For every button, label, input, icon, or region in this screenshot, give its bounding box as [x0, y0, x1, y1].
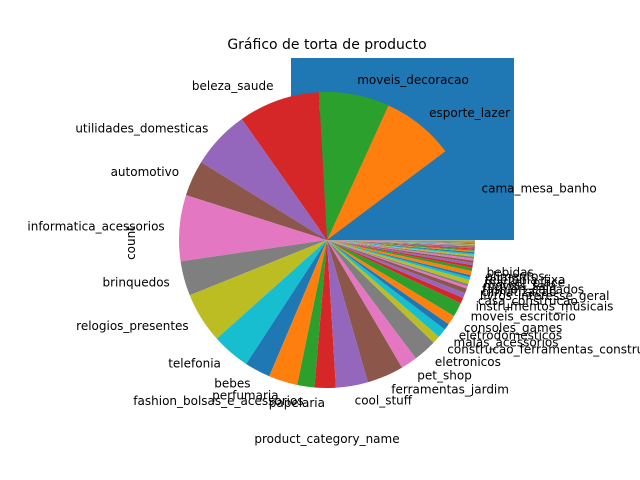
pie-slice — [327, 151, 475, 240]
pie-slice — [327, 240, 474, 266]
pie-slice — [297, 240, 327, 388]
pie-slice — [327, 240, 468, 289]
slice-label: bebes — [214, 377, 250, 391]
pie-slice — [327, 240, 473, 268]
pie-slice — [314, 240, 336, 388]
slice-label: esporte_lazer — [429, 106, 510, 120]
pie-slice — [327, 240, 461, 316]
slice-label: malas_acessorios — [454, 336, 559, 350]
pie-slice — [180, 240, 327, 296]
pie-slice — [241, 92, 327, 240]
pie-slice — [327, 240, 475, 247]
pie-slice — [327, 240, 475, 246]
slice-label: moveis_sala — [483, 279, 556, 293]
slice-label: livros_interesse_geral — [480, 289, 610, 303]
pie-slice — [327, 240, 475, 256]
pie-slice — [327, 240, 473, 271]
pie-slice — [327, 240, 475, 254]
pie-slice — [327, 240, 475, 242]
y-axis-label: count — [124, 226, 138, 260]
pie-slice — [327, 240, 439, 343]
slice-label: perfumaria — [212, 388, 278, 402]
pie-slice — [327, 240, 475, 248]
pie-slice — [327, 240, 475, 251]
pie-slice — [327, 240, 455, 325]
pie-slice — [216, 240, 327, 364]
pie-slice — [327, 240, 475, 243]
pie-slice — [185, 162, 327, 240]
slice-label: beleza_saude — [192, 79, 274, 93]
slice-label: construcao_ferramentas_construcao — [447, 343, 640, 357]
x-axis-label: product_category_name — [254, 432, 399, 446]
slice-label: instrumentos_musicais — [476, 300, 614, 314]
pie-slice — [201, 119, 327, 240]
pie-slice — [327, 240, 470, 285]
slice-label: brinquedos — [102, 276, 169, 290]
pie-slice — [318, 91, 389, 240]
slice-label: moveis_escritorio — [471, 310, 576, 324]
slice-labels: cama_mesa_banho esporte_lazer moveis_decor… — [27, 73, 640, 410]
pie-slice — [327, 240, 416, 368]
pie-slice — [327, 240, 476, 241]
slice-label: utilidades_domesticas — [75, 122, 208, 136]
pie-slice — [327, 240, 475, 245]
slice-label: fashion_calcados — [482, 283, 584, 297]
pie-slice — [327, 240, 449, 330]
slice-label: cool_stuff — [355, 393, 413, 407]
pie-slice — [327, 240, 475, 242]
pie-slice — [327, 240, 467, 294]
pie-slice — [327, 240, 475, 243]
slice-label: papelaria — [269, 396, 325, 410]
pie-slice — [327, 240, 471, 278]
slice-label: alimentos — [486, 269, 545, 283]
pie-slice — [327, 240, 475, 249]
slice-label: ferramentas_jardim — [391, 383, 509, 397]
slice-label: consoles_games — [464, 321, 562, 335]
pie-slice — [327, 240, 476, 241]
pie-slice — [327, 240, 475, 244]
slice-label: automotivo — [111, 165, 180, 179]
pie-slices — [179, 91, 476, 388]
chart-title: Gráfico de torta de producto — [227, 37, 426, 53]
pie-slice — [179, 195, 327, 262]
pie-slice — [327, 240, 476, 242]
slice-label: telefonia_fixa — [485, 273, 566, 287]
slice-label: fashion_bolsas_e_acessorios — [133, 394, 303, 408]
pie-slice — [327, 240, 475, 259]
slice-label: telefonia — [168, 357, 221, 371]
pie-slice — [327, 240, 475, 253]
pie-slice — [327, 240, 471, 280]
pie-slice — [327, 240, 475, 245]
pie-slice — [327, 240, 469, 287]
slice-label: moveis_decoracao — [357, 73, 469, 87]
pie-slice — [327, 240, 475, 244]
pie-slice — [269, 240, 327, 385]
pie-slice — [327, 240, 445, 337]
pie-slice — [327, 240, 472, 276]
slice-label: relogios_presentes — [76, 319, 189, 333]
slice-label: pet_shop — [417, 369, 472, 383]
slice-label: informatica_acessorios — [27, 220, 164, 234]
pie-slice — [246, 240, 327, 377]
pie-slice — [327, 240, 464, 304]
pie-slice — [327, 240, 474, 263]
slice-label: eletrodomesticos — [459, 329, 562, 343]
slice-label: market_place — [484, 276, 565, 290]
slice-label: bebidas — [487, 265, 534, 279]
pie-slice — [327, 240, 475, 250]
pie-slice — [327, 240, 466, 298]
pie-slice — [327, 240, 474, 261]
pie-slice — [327, 240, 403, 383]
pie-slice — [189, 240, 327, 339]
slice-label: casa_construcao — [478, 294, 578, 308]
slice-label: cama_mesa_banho — [482, 182, 597, 196]
pie-slice — [327, 240, 475, 257]
pie-slice — [327, 240, 434, 359]
pie-slice — [327, 240, 476, 241]
slice-label: climatizacao — [481, 285, 556, 299]
pie-slice — [327, 240, 368, 388]
pie-slice — [327, 105, 446, 240]
slice-label: eletronicos — [435, 355, 501, 369]
